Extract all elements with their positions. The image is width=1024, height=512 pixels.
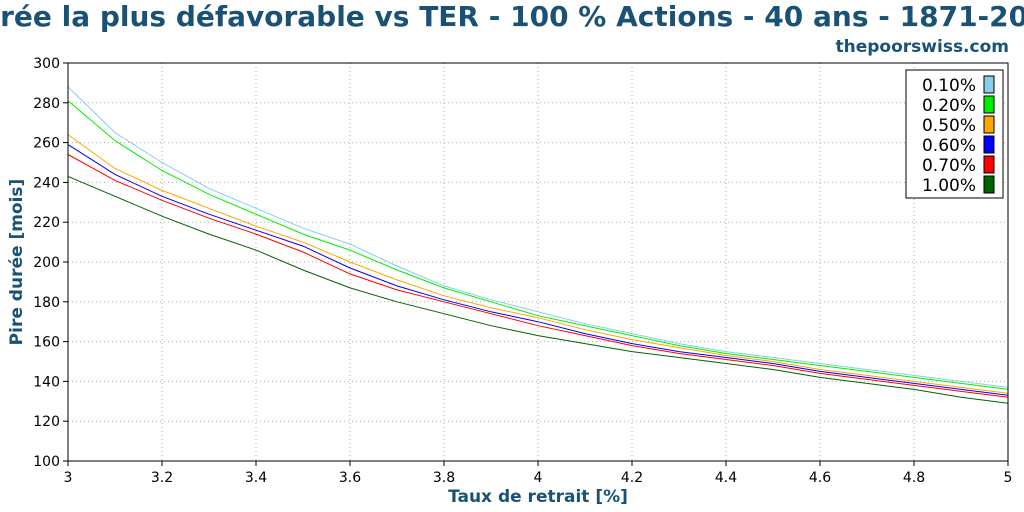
- legend-swatch: [983, 155, 995, 174]
- legend-label: 0.50%: [922, 116, 976, 136]
- series-line-1.00%: [67, 175, 1009, 404]
- y-tick-label: 160: [33, 335, 60, 351]
- legend-swatch: [983, 75, 995, 94]
- series-line-0.20%: [67, 100, 1009, 390]
- x-axis: 3 3.2 3.4 3.6 3.8 4 4.2 4.4 4.6 4.8 5: [64, 461, 1013, 486]
- x-tick-label: 5: [1004, 470, 1013, 486]
- y-tick-label: 140: [33, 374, 60, 390]
- legend-label: 0.70%: [922, 156, 976, 176]
- series-lines: [67, 86, 1009, 404]
- x-tick-label: 3.8: [433, 470, 455, 486]
- x-tick-label: 4: [534, 470, 543, 486]
- y-tick-label: 220: [33, 215, 60, 231]
- x-tick-label: 4.8: [903, 470, 925, 486]
- x-tick-label: 3: [64, 470, 73, 486]
- y-axis-title: Pire durée [mois]: [7, 179, 27, 346]
- plot-frame: [67, 62, 1009, 462]
- legend-label: 1.00%: [922, 176, 976, 196]
- y-tick-label: 180: [33, 295, 60, 311]
- y-tick-label: 100: [33, 454, 60, 470]
- legend-swatch: [983, 115, 995, 134]
- legend-swatch: [983, 175, 995, 194]
- legend-label: 0.60%: [922, 136, 976, 156]
- y-axis: 100 120 140 160 180 200 220 240 260 280 300: [33, 56, 68, 470]
- series-line-0.50%: [67, 134, 1009, 394]
- series-line-0.70%: [67, 154, 1009, 398]
- y-tick-label: 300: [33, 56, 60, 72]
- x-tick-label: 3.6: [339, 470, 361, 486]
- x-tick-label: 4.6: [809, 470, 831, 486]
- y-tick-label: 280: [33, 96, 60, 112]
- series-line-0.10%: [67, 86, 1009, 388]
- series-line-0.60%: [67, 144, 1009, 396]
- y-tick-label: 120: [33, 414, 60, 430]
- y-tick-label: 200: [33, 255, 60, 271]
- legend-swatch: [983, 95, 995, 114]
- x-axis-title: Taux de retrait [%]: [448, 487, 628, 507]
- y-tick-label: 240: [33, 175, 60, 191]
- grid-lines: [68, 63, 1008, 461]
- source-label: thepoorswiss.com: [836, 37, 1010, 57]
- x-tick-label: 3.2: [151, 470, 173, 486]
- y-tick-label: 260: [33, 136, 60, 152]
- legend-label: 0.20%: [922, 96, 976, 116]
- legend-swatch: [983, 135, 995, 154]
- legend: 0.10%0.20%0.50%0.60%0.70%1.00%: [905, 69, 1004, 199]
- x-tick-label: 4.2: [621, 470, 643, 486]
- chart-title: Durée la plus défavorable vs TER - 100 %…: [0, 0, 1024, 33]
- x-tick-label: 3.4: [245, 470, 267, 486]
- legend-label: 0.10%: [922, 76, 976, 96]
- x-tick-label: 4.4: [715, 470, 737, 486]
